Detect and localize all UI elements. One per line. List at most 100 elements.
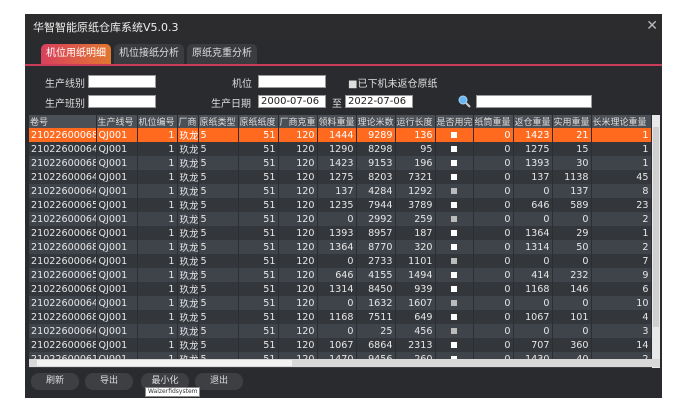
unchecked-checkbox-icon[interactable]	[451, 271, 457, 278]
table-cell: 21022600064	[29, 296, 97, 310]
checked-checkbox-icon[interactable]	[451, 327, 457, 334]
minimize-button[interactable]: 最小化	[141, 373, 189, 390]
column-header[interactable]: 运行长度	[395, 115, 436, 128]
shift-label: 生产班别	[45, 99, 85, 110]
table-cell: 6864	[356, 338, 396, 352]
table-cell: 5	[198, 254, 239, 268]
unchecked-checkbox-icon[interactable]	[451, 145, 457, 152]
tab-paper-weight-analysis[interactable]: 原纸克重分析	[187, 44, 257, 64]
unchecked-checkbox-icon[interactable]	[451, 341, 457, 348]
checked-checkbox-icon[interactable]	[451, 215, 457, 222]
shift-input[interactable]	[88, 95, 156, 108]
table-cell: QJ001	[96, 212, 138, 226]
column-header[interactable]: 实用重量	[552, 115, 592, 128]
date-to-input[interactable]: 2022-07-06	[345, 95, 413, 108]
tab-station-splice-analysis[interactable]: 机位接纸分析	[114, 44, 184, 64]
table-cell: 玖龙	[177, 198, 199, 212]
column-header[interactable]: 原纸类型	[198, 115, 239, 128]
unchecked-checkbox-icon[interactable]	[451, 201, 457, 208]
search-icon[interactable]	[458, 93, 471, 108]
exit-button[interactable]: 退出	[195, 373, 243, 390]
column-header[interactable]: 返仓重量	[513, 115, 553, 128]
column-header[interactable]: 厂商克重	[278, 115, 318, 128]
table-row[interactable]: 21022600064 QJ001 1 玖龙 5 51 120 137 4284 1292 0 0 13…	[29, 184, 652, 198]
date-from-input[interactable]: 2000-07-06	[258, 95, 326, 108]
table-cell: 1632	[356, 296, 396, 310]
table-cell: 1	[137, 324, 178, 338]
unchecked-checkbox-icon[interactable]	[451, 355, 457, 362]
used-up-checkbox-cell	[435, 128, 474, 142]
table-row[interactable]: 21022600064 QJ001 1 玖龙 5 51 120 0 25 456 0 0 0 3	[29, 324, 652, 338]
unchecked-checkbox-icon[interactable]	[451, 229, 457, 236]
table-cell: 29	[552, 226, 592, 240]
column-header[interactable]: 领料重量	[317, 115, 357, 128]
column-header[interactable]: 理论米数	[356, 115, 396, 128]
table-cell: 589	[552, 198, 592, 212]
table-cell: 120	[278, 142, 318, 156]
tooltip: Walzerfidsystem	[145, 387, 201, 397]
table-row[interactable]: 21022600064 QJ001 1 玖龙 5 51 120 0 2733 1101 0 0 0 7	[29, 254, 652, 268]
table-row[interactable]: 21022600064 QJ001 1 玖龙 5 51 120 1275 8203 7321 0 13…	[29, 170, 652, 184]
unreturned-checkbox[interactable]: ■已下机未返仓原纸	[348, 79, 438, 90]
column-header[interactable]: 生产线号	[96, 115, 138, 128]
unchecked-checkbox-icon[interactable]	[451, 173, 457, 180]
checked-checkbox-icon[interactable]	[451, 257, 457, 264]
table-cell: 51	[238, 142, 279, 156]
table-row[interactable]: 21022600065 QJ001 1 玖龙 5 51 120 646 4155 1494 0 414…	[29, 268, 652, 282]
used-up-checkbox-cell	[435, 310, 474, 324]
refresh-button[interactable]: 刷新	[31, 373, 79, 390]
table-cell: 0	[513, 254, 553, 268]
table-row[interactable]: 21022600068 QJ001 1 玖龙 5 51 120 1314 8450 939 0 116…	[29, 282, 652, 296]
table-cell: 2	[591, 212, 652, 226]
table-cell: 21	[552, 128, 592, 142]
table-cell: 1	[591, 128, 652, 142]
table-row[interactable]: 21022600068 QJ001 1 玖龙 5 51 120 1393 8957 187 0 136…	[29, 226, 652, 240]
checked-checkbox-icon[interactable]	[451, 299, 457, 306]
table-row[interactable]: 21022600068 QJ001 1 玖龙 5 51 120 1168 7511 649 0 106…	[29, 310, 652, 324]
table-cell: 0	[473, 268, 514, 282]
line-input[interactable]	[88, 75, 156, 88]
table-cell: 1393	[317, 226, 357, 240]
unchecked-checkbox-icon[interactable]	[451, 243, 457, 250]
table-row[interactable]: 21022600068 QJ001 1 玖龙 5 51 120 1444 9289 136 0 142…	[29, 128, 652, 142]
table-cell: 137	[513, 170, 553, 184]
table-row[interactable]: 21022600068 QJ001 1 玖龙 5 51 120 1067 6864 2313 0 70…	[29, 338, 652, 352]
table-cell: 5	[198, 338, 239, 352]
column-header[interactable]: 纸筒重量	[473, 115, 514, 128]
table-row[interactable]: 21022600064 QJ001 1 玖龙 5 51 120 0 2992 259 0 0 0 2	[29, 212, 652, 226]
table-row[interactable]: 21022600064 QJ001 1 玖龙 5 51 120 0 1632 1607 0 0 0 10	[29, 296, 652, 310]
table-cell: 5	[198, 128, 239, 142]
export-button[interactable]: 导出	[85, 373, 133, 390]
close-icon[interactable]: ✕	[646, 18, 658, 34]
tab-station-paper-detail[interactable]: 机位用纸明细	[41, 44, 111, 64]
table-cell: 0	[513, 296, 553, 310]
table-cell: 1364	[513, 226, 553, 240]
table-cell: 232	[552, 268, 592, 282]
table-cell: QJ001	[96, 338, 138, 352]
table-row[interactable]: 21022600065 QJ001 1 玖龙 5 51 120 1235 7944 3789 0 64…	[29, 198, 652, 212]
unchecked-checkbox-icon[interactable]	[451, 131, 457, 138]
column-header[interactable]: 原纸纸度	[238, 115, 279, 128]
table-cell: 1067	[513, 310, 553, 324]
column-header[interactable]: 卷号	[29, 115, 97, 128]
vertical-scroll-thumb[interactable]	[653, 127, 659, 327]
vertical-scrollbar[interactable]	[652, 115, 660, 368]
column-header[interactable]: 长米理论重量	[591, 115, 652, 128]
station-input[interactable]	[258, 75, 326, 88]
unchecked-checkbox-icon[interactable]	[451, 313, 457, 320]
column-header[interactable]: 厂商	[177, 115, 199, 128]
column-header[interactable]: 是否用完	[435, 115, 474, 128]
unchecked-checkbox-icon[interactable]	[451, 285, 457, 292]
search-input[interactable]	[476, 95, 592, 108]
checked-checkbox-icon[interactable]	[451, 187, 457, 194]
table-cell: 1423	[513, 128, 553, 142]
unchecked-checkbox-icon[interactable]	[451, 159, 457, 166]
table-row[interactable]: 21022600068 QJ001 1 玖龙 5 51 120 1364 8770 320 0 131…	[29, 240, 652, 254]
table-row[interactable]: 21022600068 QJ001 1 玖龙 5 51 120 1423 9153 196 0 139…	[29, 156, 652, 170]
table-row[interactable]: 21022600064 QJ001 1 玖龙 5 51 120 1290 8298 95 0 1275…	[29, 142, 652, 156]
table-cell: 1423	[317, 156, 357, 170]
horizontal-scroll-thumb[interactable]	[37, 360, 292, 366]
table-cell: 9	[591, 268, 652, 282]
horizontal-scrollbar[interactable]	[29, 359, 660, 367]
column-header[interactable]: 机位编号	[137, 115, 178, 128]
